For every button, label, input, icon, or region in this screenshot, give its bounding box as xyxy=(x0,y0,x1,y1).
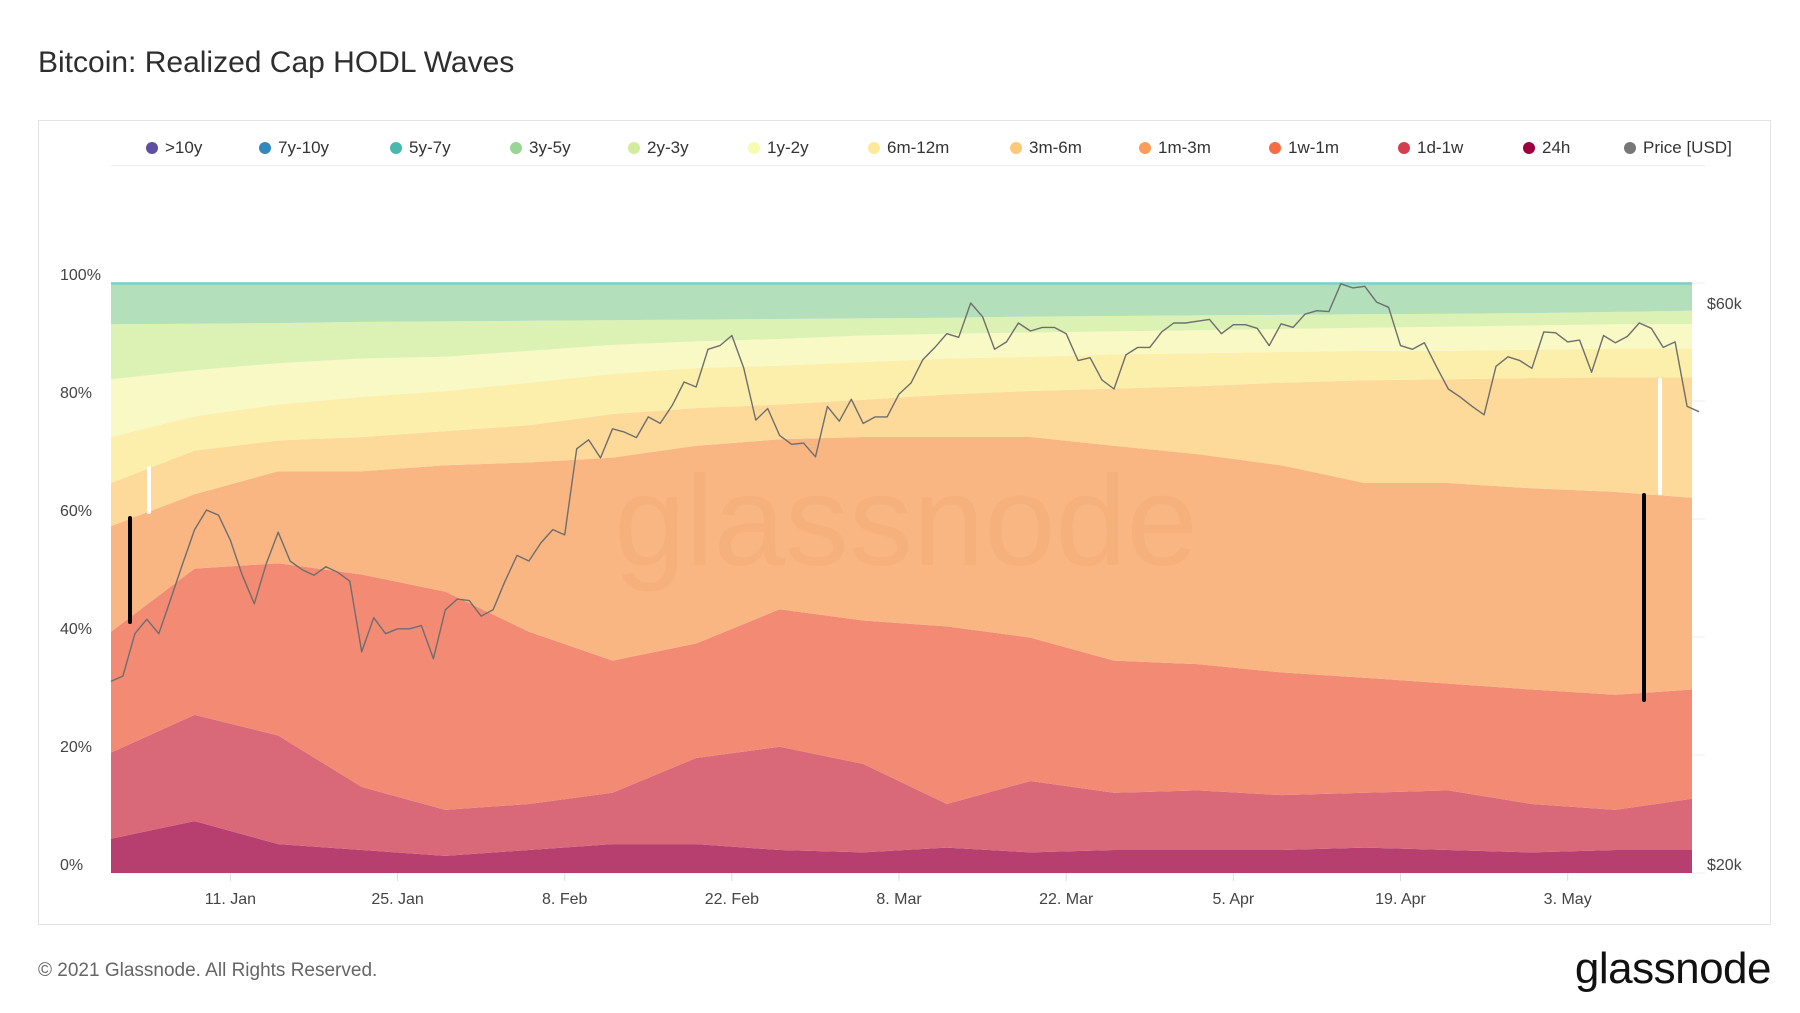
legend-item[interactable]: 7y-10y xyxy=(259,138,329,158)
legend-item[interactable]: Price [USD] xyxy=(1624,138,1732,158)
band-3m-6m xyxy=(111,377,1692,527)
legend-item[interactable]: 3m-6m xyxy=(1010,138,1082,158)
legend-label: 1w-1m xyxy=(1288,138,1340,157)
legend-label: 3m-6m xyxy=(1029,138,1082,157)
y-right-tick-label: $60k xyxy=(1707,296,1743,313)
legend-dot-icon xyxy=(748,142,760,154)
legend-item[interactable]: 5y-7y xyxy=(390,138,451,158)
legend-dot-icon xyxy=(146,142,158,154)
band-1m-3m xyxy=(111,437,1692,695)
x-tick-label: 5. Apr xyxy=(1212,891,1254,908)
legend-dot-icon xyxy=(868,142,880,154)
legend-dot-icon xyxy=(1523,142,1535,154)
legend-dot-icon xyxy=(1624,142,1636,154)
legend-item[interactable]: 1m-3m xyxy=(1139,138,1211,158)
legend-item[interactable]: 3y-5y xyxy=(510,138,571,158)
legend-label: 1m-3m xyxy=(1158,138,1211,157)
legend-label: 24h xyxy=(1542,138,1571,157)
band-1y-2y xyxy=(111,324,1692,437)
band-1d-1w xyxy=(111,714,1692,856)
x-tick-label: 11. Jan xyxy=(205,891,256,908)
y-tick-label: 60% xyxy=(60,503,92,520)
legend-label: Price [USD] xyxy=(1643,138,1732,157)
legend-dot-icon xyxy=(1269,142,1281,154)
legend-item[interactable]: 1y-2y xyxy=(748,138,809,158)
y-tick-label: 40% xyxy=(60,621,92,638)
legend-divider xyxy=(111,165,1705,166)
y-tick-label: 100% xyxy=(60,267,101,284)
y-tick-label: 20% xyxy=(60,739,92,756)
legend-item[interactable]: 1w-1m xyxy=(1269,138,1339,158)
legend-label: 1d-1w xyxy=(1417,138,1464,157)
legend-dot-icon xyxy=(628,142,640,154)
legend-dot-icon xyxy=(510,142,522,154)
chart-container xyxy=(38,120,1771,925)
band-24h xyxy=(111,821,1692,873)
y-tick-label: 80% xyxy=(60,385,92,402)
legend-item[interactable]: 1d-1w xyxy=(1398,138,1463,158)
legend-dot-icon xyxy=(1010,142,1022,154)
x-tick-label: 8. Feb xyxy=(542,891,587,908)
band-1w-1m xyxy=(111,563,1692,810)
legend-label: 1y-2y xyxy=(767,138,809,157)
legend-label: 3y-5y xyxy=(529,138,571,157)
legend-item[interactable]: 24h xyxy=(1523,138,1570,158)
legend-dot-icon xyxy=(1139,142,1151,154)
x-tick-label: 22. Mar xyxy=(1039,891,1094,908)
legend-item[interactable]: >10y xyxy=(146,138,202,158)
y-tick-label: 0% xyxy=(60,857,83,874)
legend-label: 2y-3y xyxy=(647,138,689,157)
price-line xyxy=(110,283,1700,683)
legend-dot-icon xyxy=(390,142,402,154)
band-5y-7y xyxy=(111,283,1692,286)
x-tick-label: 22. Feb xyxy=(705,891,759,908)
legend-label: >10y xyxy=(165,138,203,157)
legend-label: 7y-10y xyxy=(278,138,330,157)
band-3y-5y xyxy=(111,285,1692,325)
x-tick-label: 3. May xyxy=(1544,891,1592,908)
glassnode-logo: glassnode xyxy=(1574,944,1772,993)
x-tick-label: 19. Apr xyxy=(1375,891,1426,908)
x-tick-label: 25. Jan xyxy=(371,891,423,908)
y-right-tick-label: $20k xyxy=(1707,857,1743,874)
band-6m-12m xyxy=(111,348,1692,483)
legend-dot-icon xyxy=(1398,142,1410,154)
legend-item[interactable]: 2y-3y xyxy=(628,138,689,158)
band-2y-3y xyxy=(111,310,1692,380)
watermark: glassnode xyxy=(614,450,1198,593)
x-tick-label: 8. Mar xyxy=(876,891,922,908)
chart-title: Bitcoin: Realized Cap HODL Waves xyxy=(38,46,515,79)
legend-dot-icon xyxy=(259,142,271,154)
copyright-footer: © 2021 Glassnode. All Rights Reserved. xyxy=(38,960,378,981)
legend-label: 6m-12m xyxy=(887,138,950,157)
legend-label: 5y-7y xyxy=(409,138,451,157)
legend-item[interactable]: 6m-12m xyxy=(868,138,949,158)
